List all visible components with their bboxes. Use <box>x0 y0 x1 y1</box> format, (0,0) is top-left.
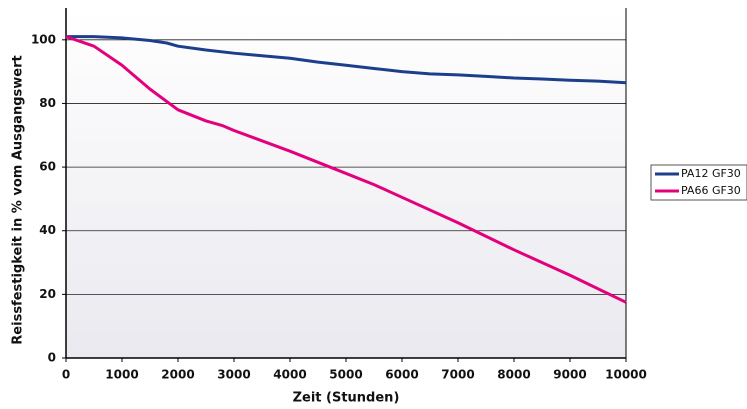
y-tick-label: 40 <box>39 223 56 237</box>
x-tick-label: 10000 <box>605 368 647 382</box>
y-tick-label: 0 <box>48 351 56 365</box>
x-tick-label: 1000 <box>105 368 138 382</box>
y-tick-label: 80 <box>39 96 56 110</box>
plot-background <box>66 8 626 358</box>
y-tick-label: 100 <box>31 32 56 46</box>
y-tick-label: 60 <box>39 160 56 174</box>
x-axis-title: Zeit (Stunden) <box>293 391 400 406</box>
x-tick-label: 7000 <box>441 368 474 382</box>
line-series <box>65 35 627 304</box>
x-tick-label: 0 <box>62 368 70 382</box>
y-tick-label: 20 <box>39 287 56 301</box>
legend-label: PA12 GF30 <box>681 167 741 180</box>
legend-label: PA66 GF30 <box>681 184 741 197</box>
y-axis-title: Reissfestigkeit in % vom Ausgangswert <box>11 55 26 344</box>
x-tick-label: 5000 <box>329 368 362 382</box>
x-tick-label: 3000 <box>217 368 250 382</box>
x-tick-label: 4000 <box>273 368 306 382</box>
x-tick-label: 6000 <box>385 368 418 382</box>
x-tick-label: 8000 <box>497 368 530 382</box>
x-tick-label: 2000 <box>161 368 194 382</box>
x-tick-label: 9000 <box>553 368 586 382</box>
legend-box <box>650 164 747 201</box>
line-series <box>66 35 627 85</box>
